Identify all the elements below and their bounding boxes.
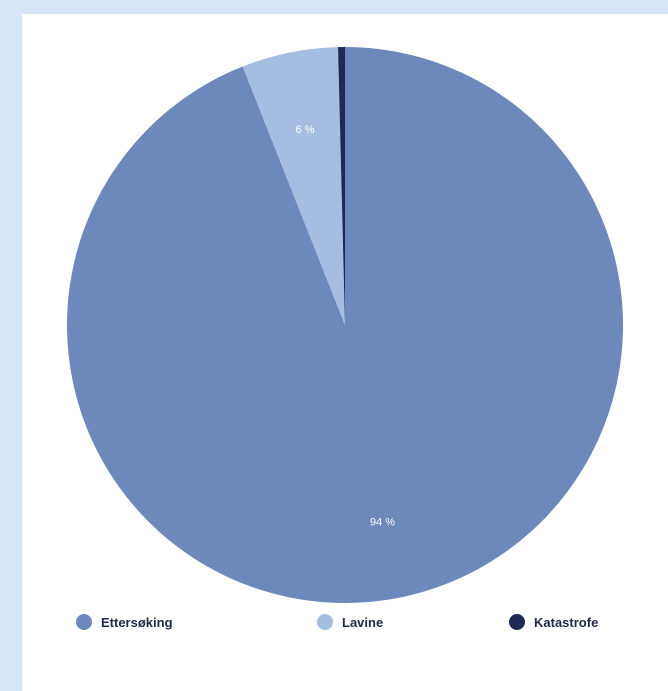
pie-slice-labels: 94 % 6 % [296,124,396,529]
slice-label-ettersoking: 94 % [370,517,395,529]
legend: Ettersøking Lavine Katastrofe [76,614,598,630]
legend-label-lavine: Lavine [342,615,383,630]
slice-label-lavine: 6 % [296,124,315,136]
pie-slice-katastrofe [338,47,345,325]
legend-swatch-ettersoking [76,614,92,630]
legend-label-katastrofe: Katastrofe [534,615,598,630]
legend-label-ettersoking: Ettersøking [101,615,173,630]
legend-swatch-lavine [317,614,333,630]
pie-slices [67,47,623,603]
legend-swatch-katastrofe [509,614,525,630]
pie-slice-lavine [242,47,345,325]
